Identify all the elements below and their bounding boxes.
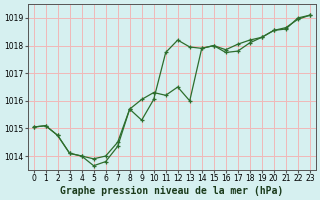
X-axis label: Graphe pression niveau de la mer (hPa): Graphe pression niveau de la mer (hPa) <box>60 186 283 196</box>
